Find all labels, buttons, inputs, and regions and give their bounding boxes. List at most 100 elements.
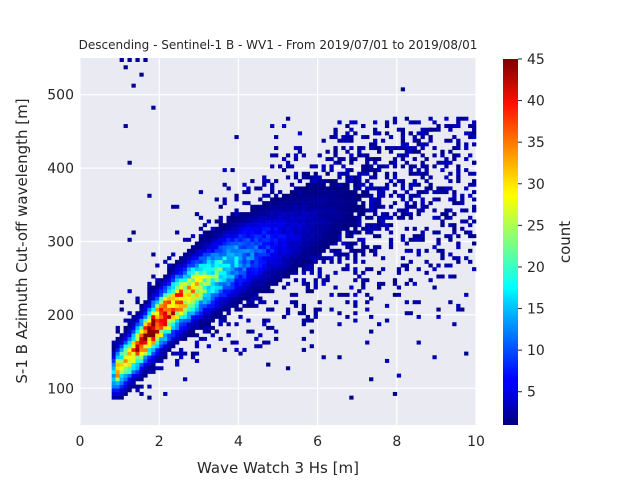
heatmap-cell <box>230 223 235 228</box>
heatmap-cell <box>171 314 176 319</box>
heatmap-cell <box>345 292 350 297</box>
heatmap-cell <box>301 322 307 327</box>
heatmap-cell <box>278 208 283 213</box>
heatmap-cell <box>472 208 477 213</box>
heatmap-cell <box>167 296 172 301</box>
heatmap-cell <box>202 245 208 250</box>
heatmap-cell <box>182 314 188 319</box>
heatmap-cell <box>313 241 318 246</box>
heatmap-cell <box>349 230 354 235</box>
heatmap-cell <box>111 373 116 378</box>
heatmap-cell <box>472 120 477 125</box>
heatmap-cell <box>285 219 291 224</box>
heatmap-cell <box>274 329 279 334</box>
heatmap-cell <box>317 223 322 228</box>
heatmap-cell <box>317 193 322 198</box>
heatmap-cell <box>416 190 421 195</box>
heatmap-cell <box>119 307 124 312</box>
heatmap-cell <box>408 212 413 217</box>
heatmap-cell <box>329 168 334 173</box>
heatmap-cell <box>123 124 128 129</box>
heatmap-cell <box>412 281 417 286</box>
heatmap-cell <box>147 366 152 371</box>
heatmap-cell <box>246 248 251 253</box>
heatmap-cell <box>194 263 200 268</box>
heatmap-cell <box>313 237 318 242</box>
heatmap-cell <box>341 292 346 297</box>
heatmap-cell <box>159 314 164 319</box>
heatmap-cell <box>179 303 184 308</box>
heatmap-cell <box>278 245 283 250</box>
heatmap-cell <box>345 171 350 176</box>
heatmap-cell <box>460 201 465 206</box>
heatmap-cell <box>281 212 287 217</box>
heatmap-cell <box>222 234 227 239</box>
heatmap-cell <box>345 179 350 184</box>
heatmap-cell <box>190 259 196 264</box>
heatmap-cell <box>436 248 441 253</box>
heatmap-cell <box>210 237 215 242</box>
heatmap-cell <box>222 289 227 294</box>
heatmap-cell <box>230 234 235 239</box>
heatmap-cell <box>297 259 303 264</box>
heatmap-cell <box>250 208 255 213</box>
heatmap-cell <box>472 182 477 187</box>
heatmap-cell <box>167 263 172 268</box>
heatmap-cell <box>329 212 334 217</box>
heatmap-cell <box>361 226 366 231</box>
heatmap-cell <box>468 182 473 187</box>
heatmap-cell <box>222 270 227 275</box>
heatmap-cell <box>270 204 275 209</box>
heatmap-cell <box>186 329 192 334</box>
heatmap-cell <box>377 193 382 198</box>
heatmap-cell <box>424 226 429 231</box>
heatmap-cell <box>246 278 251 283</box>
heatmap-cell <box>349 201 354 206</box>
heatmap-cell <box>198 300 204 305</box>
heatmap-cell <box>384 175 390 180</box>
heatmap-cell <box>301 197 307 202</box>
heatmap-cell <box>353 226 358 231</box>
heatmap-cell <box>408 311 413 316</box>
heatmap-cell <box>123 391 128 396</box>
heatmap-cell <box>198 234 204 239</box>
heatmap-cell <box>155 318 160 323</box>
heatmap-cell <box>337 248 342 253</box>
heatmap-cell <box>143 303 148 308</box>
heatmap-cell <box>460 197 465 202</box>
heatmap-cell <box>258 234 263 239</box>
heatmap-cell <box>171 344 176 349</box>
heatmap-cell <box>373 171 378 176</box>
heatmap-cell <box>143 318 148 323</box>
heatmap-cell <box>448 252 453 257</box>
heatmap-cell <box>373 168 378 173</box>
heatmap-cell <box>448 171 453 176</box>
heatmap-cell <box>313 234 318 239</box>
heatmap-cell <box>305 204 310 209</box>
heatmap-cell <box>210 267 215 272</box>
heatmap-cell <box>432 164 437 169</box>
heatmap-cell <box>254 204 259 209</box>
heatmap-cell <box>301 212 307 217</box>
heatmap-cell <box>400 138 406 143</box>
heatmap-cell <box>143 325 148 330</box>
heatmap-cell <box>206 230 211 235</box>
heatmap-cell <box>404 146 409 151</box>
heatmap-cell <box>325 274 330 279</box>
heatmap-cell <box>274 197 279 202</box>
heatmap-cell <box>337 160 342 165</box>
heatmap-cell <box>266 234 271 239</box>
heatmap-cell <box>345 263 350 268</box>
heatmap-cell <box>345 267 350 272</box>
heatmap-cell <box>285 160 291 165</box>
heatmap-cell <box>175 325 180 330</box>
heatmap-cell <box>127 362 132 367</box>
heatmap-cell <box>341 219 346 224</box>
heatmap-cell <box>412 237 417 242</box>
heatmap-cell <box>210 263 215 268</box>
heatmap-cell <box>472 197 477 202</box>
heatmap-cell <box>412 182 417 187</box>
heatmap-cell <box>420 175 425 180</box>
heatmap-cell <box>246 186 251 191</box>
heatmap-cell <box>456 303 461 308</box>
